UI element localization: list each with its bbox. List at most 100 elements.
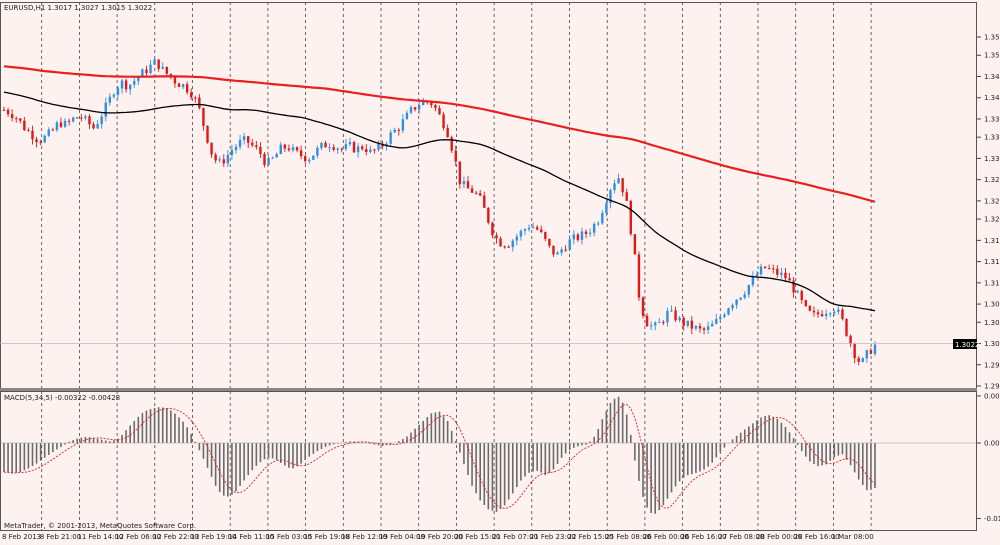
candle-body [495,235,498,239]
time-tick-label: 13 Feb 19:00 [191,533,237,541]
candle-body [299,150,303,157]
macd-frame [0,391,977,531]
candle-body [527,227,531,230]
time-tick-label: 21 Feb 07:00 [492,533,538,541]
candle-body [88,116,91,125]
candle-body [837,309,840,312]
candle-body [116,88,120,95]
candle-body [320,142,323,148]
price-tick-label: 1.3430 [984,94,1000,102]
candle-body [776,268,779,275]
candle-body [682,317,685,326]
candle-body [173,77,177,84]
candle-body [833,311,836,314]
ma-slow-line [3,65,876,203]
price-tick-label: 1.3025 [984,340,1000,348]
last-price-value: 1.3022 [955,341,980,349]
time-tick-label: 19 Feb 20:00 [417,533,463,541]
candle-body [328,147,331,149]
candle-body [625,192,628,201]
candle-body [365,149,368,153]
candle-body [409,107,413,113]
candle-body [686,320,689,326]
macd-histogram [0,396,977,514]
candle-body [584,231,588,234]
candle-body [869,350,873,354]
symbol-label: EURUSD,H1 1.3017 1.3027 1.3015 1.3022 [4,4,152,12]
price-tick-label: 1.3125 [984,279,1000,287]
candle-body [479,193,482,196]
candle-body [259,146,262,155]
candle-body [649,325,653,327]
vertical-grid [41,2,872,530]
candle-body [100,116,103,125]
candle-body [548,238,551,246]
candle-body [43,135,46,143]
candle-body [177,83,181,88]
time-tick-label: 15 Feb 19:00 [304,533,350,541]
candle-body [287,148,291,151]
time-tick-label: 18 Feb 12:00 [341,533,387,541]
time-tick-label: 26 Feb 16:00 [681,533,727,541]
price-tick-label: 1.3260 [984,197,1000,205]
candle-body [96,124,99,129]
price-tick-label: 1.3365 [984,134,1000,142]
candle-body [332,147,335,150]
candle-body [430,101,433,106]
candle-body [202,108,205,126]
candle-body [238,139,242,147]
candle-body [120,80,124,89]
time-tick-label: 15 Feb 03:00 [266,533,312,541]
candle-body [369,149,372,153]
candle-body [352,142,356,153]
candle-body [540,229,543,233]
candle-body [340,148,344,150]
candle-body [719,316,722,320]
candle-body [800,291,803,301]
time-tick-label: 20 Feb 15:00 [454,533,500,541]
candle-body [312,155,315,160]
candle-body [336,148,339,150]
candle-body [190,92,193,98]
candle-body [251,142,254,146]
price-tick-label: 1.3530 [984,34,1000,42]
candle-body [422,100,425,106]
last-price-tag [953,339,977,349]
candle-body [592,223,596,233]
candle-body [796,291,799,293]
candle-body [283,144,287,149]
candle-body [247,136,250,143]
candle-body [39,142,42,144]
candle-body [674,310,677,321]
candle-body [670,310,673,312]
candle-body [291,147,295,151]
candle-body [743,294,746,298]
candle-body [23,120,26,131]
candle-body [210,142,213,155]
price-candles [2,58,877,366]
candle-body [10,114,14,119]
candle-body [531,227,535,229]
candle-body [588,232,592,234]
candle-body [373,149,376,151]
price-tick-label: 1.2955 [984,383,1000,391]
candle-body [153,59,156,65]
candle-body [222,159,225,164]
price-axis: 1.3530 1.3500 1.3465 1.3430 1.3395 1.3365 1.33… [977,34,1000,523]
candle-body [861,358,864,362]
candle-body [344,144,348,149]
candle-body [784,272,787,279]
candle-body [137,77,140,81]
candle-body [198,97,201,109]
candle-body [360,146,364,150]
candle-body [853,343,856,359]
candle-body [658,321,661,323]
candle-body [609,190,612,204]
candle-body [690,320,694,329]
candle-body [491,222,494,236]
candle-body [499,238,502,247]
candle-body [511,240,514,248]
candle-body [735,299,738,305]
candle-body [226,154,230,164]
candle-body [279,144,282,155]
